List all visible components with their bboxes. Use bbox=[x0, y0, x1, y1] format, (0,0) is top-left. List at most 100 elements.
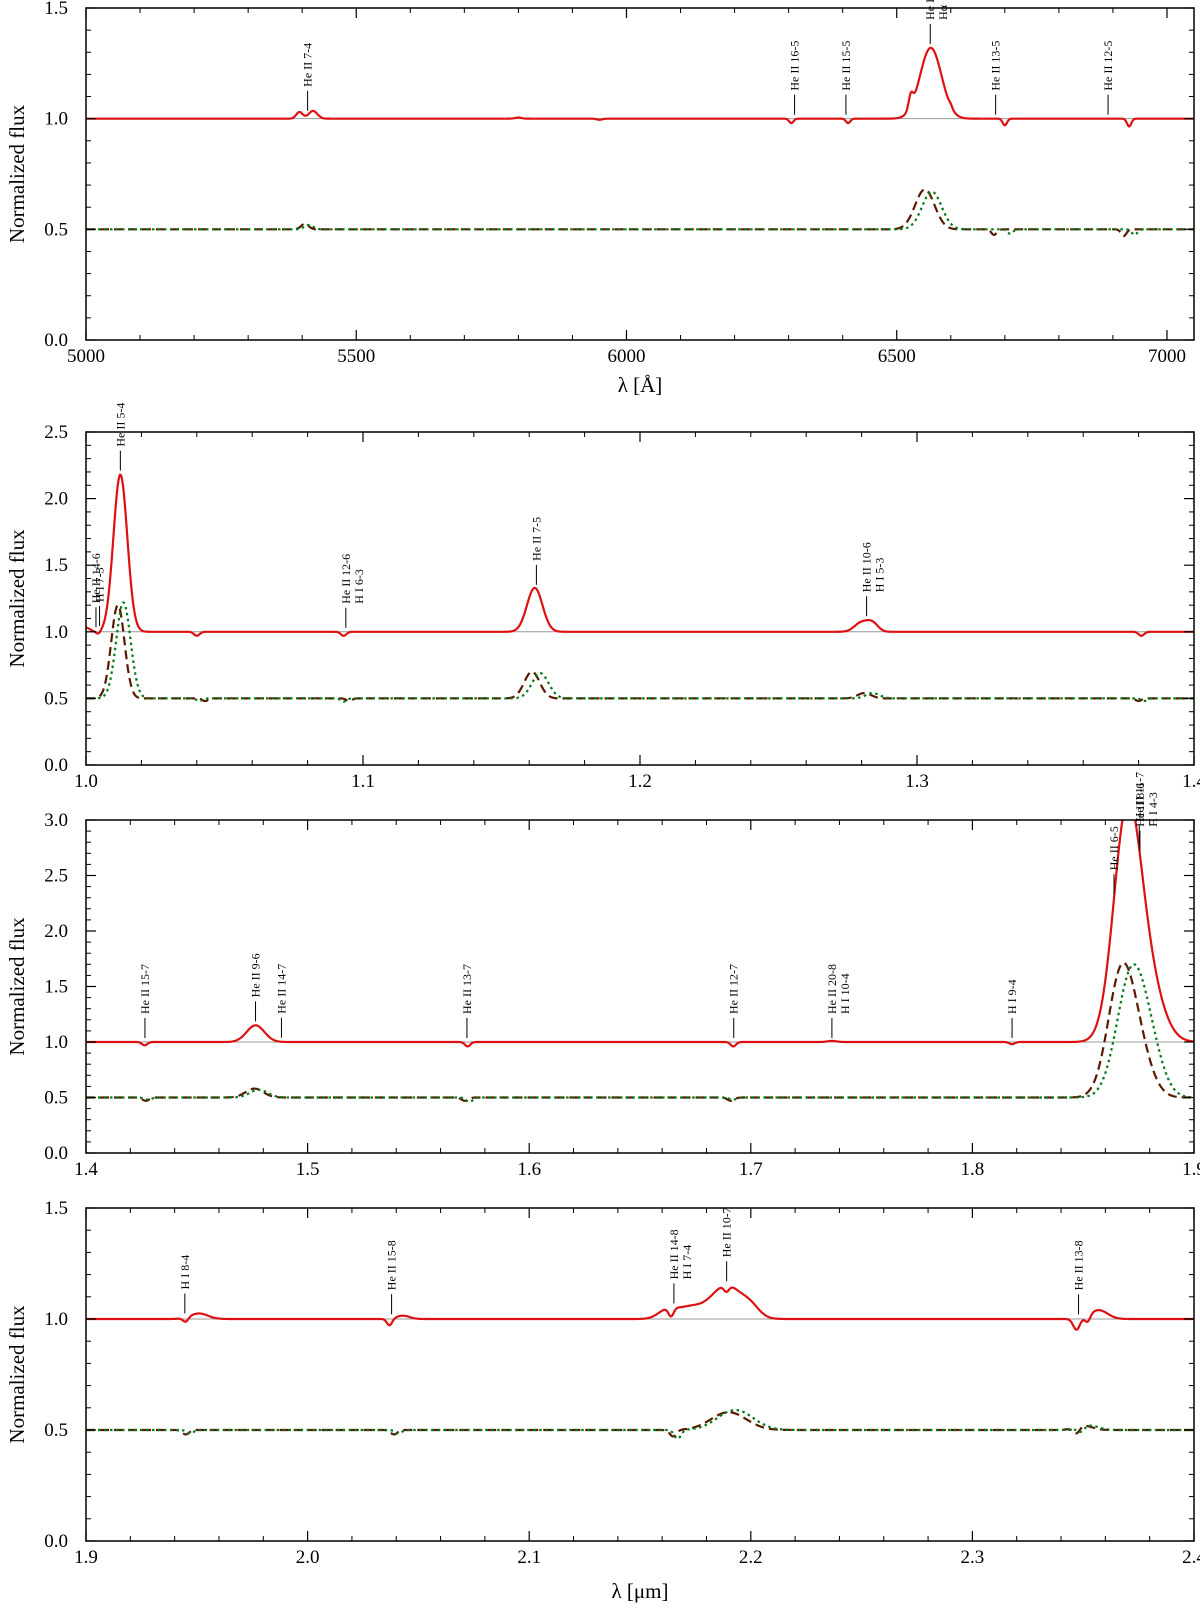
line-label: Hα bbox=[936, 4, 950, 20]
x-tick-label: 1.4 bbox=[1182, 771, 1200, 792]
x-axis-label: λ [Å] bbox=[618, 373, 663, 397]
series-dashed-line bbox=[86, 1411, 1194, 1438]
line-label: H I 7-4 bbox=[680, 1245, 694, 1280]
x-tick-label: 1.7 bbox=[739, 1159, 763, 1180]
x-tick-label: 1.1 bbox=[351, 771, 375, 792]
y-axis-label: Normalized flux bbox=[5, 104, 29, 243]
line-label: He II 12-5 bbox=[1101, 41, 1115, 91]
line-label: He II 15-8 bbox=[385, 1240, 399, 1290]
plot-frame bbox=[85, 7, 1195, 341]
line-label: He II 13-5 bbox=[989, 41, 1003, 91]
line-label: H I 10-4 bbox=[838, 973, 852, 1014]
line-label: He II 16-5 bbox=[788, 41, 802, 91]
panel-near-ir-1: 1.0 1.1 1.2 1.3 1.4 0.0 0.5 1.0 1.5 2.0 2.5 Normali… bbox=[5, 403, 1200, 792]
x-tick-label: 7000 bbox=[1148, 346, 1186, 367]
line-label: He II 14-6 bbox=[89, 553, 103, 603]
y-tick-label: 0.5 bbox=[44, 688, 68, 709]
x-tick-label: 1.6 bbox=[517, 1159, 541, 1180]
plot-frame bbox=[85, 431, 1195, 766]
y-tick-label: 1.0 bbox=[44, 1309, 68, 1330]
line-label: He II 11-7 bbox=[1132, 772, 1146, 822]
series-dotted-line bbox=[86, 1408, 1194, 1440]
y-tick-label: 3.0 bbox=[44, 810, 68, 831]
series-dashed-line bbox=[86, 603, 1194, 703]
series-solid-line bbox=[86, 46, 1194, 128]
series-solid-line bbox=[86, 473, 1194, 637]
y-tick-label: 2.0 bbox=[44, 921, 68, 942]
x-tick-label: 5000 bbox=[67, 346, 105, 367]
series-dashed-line bbox=[86, 188, 1194, 238]
line-label: He II 15-5 bbox=[839, 41, 853, 91]
plot-area bbox=[86, 473, 1194, 703]
x-tick-label: 5500 bbox=[337, 346, 375, 367]
y-axis-label: Normalized flux bbox=[5, 1305, 29, 1444]
line-label: H I 6-3 bbox=[352, 569, 366, 604]
series-solid-line bbox=[86, 1286, 1194, 1331]
y-tick-label: 0.0 bbox=[44, 330, 68, 351]
y-tick-label: 2.5 bbox=[44, 866, 68, 887]
x-tick-label: 1.0 bbox=[74, 771, 98, 792]
y-tick-label: 1.5 bbox=[44, 977, 68, 998]
x-tick-label: 2.2 bbox=[739, 1547, 763, 1568]
y-tick-label: 0.5 bbox=[44, 1088, 68, 1109]
y-tick-label: 2.5 bbox=[44, 422, 68, 443]
y-axis-label: Normalized flux bbox=[5, 917, 29, 1056]
series-dotted-line bbox=[86, 601, 1194, 703]
line-label: H I 7-3 bbox=[93, 567, 107, 602]
x-axis-label: λ [μm] bbox=[611, 1579, 668, 1603]
plot-area bbox=[86, 820, 1194, 1104]
line-label: He II 7-4 bbox=[301, 43, 315, 87]
x-tick-label: 1.5 bbox=[296, 1159, 320, 1180]
series-dotted-line bbox=[86, 963, 1194, 1104]
line-label: He II 6-4 bbox=[923, 0, 937, 20]
line-label: He II 12-7 bbox=[727, 964, 741, 1014]
y-tick-label: 1.0 bbox=[44, 1032, 68, 1053]
y-tick-label: 0.0 bbox=[44, 755, 68, 776]
line-label: He II 15-7 bbox=[138, 964, 152, 1014]
y-tick-label: 2.0 bbox=[44, 489, 68, 510]
x-tick-label: 1.8 bbox=[961, 1159, 985, 1180]
x-tick-label: 1.9 bbox=[1182, 1159, 1200, 1180]
x-tick-label: 6000 bbox=[607, 346, 645, 367]
x-tick-label: 2.1 bbox=[517, 1547, 541, 1568]
x-tick-label: 2.0 bbox=[296, 1547, 320, 1568]
series-solid-line bbox=[86, 820, 1194, 1048]
line-label: He II 7-5 bbox=[529, 517, 543, 561]
y-tick-label: 1.5 bbox=[44, 555, 68, 576]
y-tick-label: 1.5 bbox=[44, 1198, 68, 1219]
line-label: H I 4-3 bbox=[1146, 792, 1160, 827]
line-label: He II 13-7 bbox=[460, 964, 474, 1014]
y-tick-label: 1.0 bbox=[44, 622, 68, 643]
x-tick-label: 2.4 bbox=[1182, 1547, 1200, 1568]
panel-near-ir-3: 1.9 2.0 2.1 2.2 2.3 2.4 0.0 0.5 1.0 1.5 Normalized… bbox=[5, 1198, 1200, 1603]
x-tick-label: 1.9 bbox=[74, 1547, 98, 1568]
x-tick-label: 1.3 bbox=[905, 771, 929, 792]
y-tick-label: 0.0 bbox=[44, 1143, 68, 1164]
line-label: He II 14-7 bbox=[274, 964, 288, 1014]
x-tick-label: 2.3 bbox=[961, 1547, 985, 1568]
y-tick-label: 0.5 bbox=[44, 219, 68, 240]
line-label: H I 8-4 bbox=[178, 1255, 192, 1290]
plot-area bbox=[86, 46, 1194, 238]
line-label: He II 10-7 bbox=[720, 1207, 734, 1257]
x-tick-label: 1.2 bbox=[628, 771, 652, 792]
panel-optical: 5000 5500 6000 6500 7000 0.0 0.5 1.0 1.5 Normaliz… bbox=[5, 0, 1195, 397]
panel-near-ir-2: 1.4 1.5 1.6 1.7 1.8 1.9 0.0 0.5 1.0 1.5 2.0 2.5 3.0 N… bbox=[5, 772, 1200, 1180]
line-label: He II 9-6 bbox=[249, 953, 263, 997]
line-label: He II 14-8 bbox=[667, 1229, 681, 1279]
y-tick-label: 1.5 bbox=[44, 0, 68, 19]
line-label: He II 8-6 bbox=[1133, 783, 1147, 827]
line-label: He II 6-5 bbox=[1107, 826, 1121, 870]
line-label: He II 20-8 bbox=[825, 964, 839, 1014]
line-label: H I 5-3 bbox=[873, 558, 887, 593]
line-label: He II 10-6 bbox=[860, 542, 874, 592]
x-tick-label: 6500 bbox=[878, 346, 916, 367]
line-label: H I 9-4 bbox=[1005, 979, 1019, 1014]
y-tick-label: 0.5 bbox=[44, 1420, 68, 1441]
series-dotted-line bbox=[86, 190, 1194, 237]
plot-area bbox=[86, 1286, 1194, 1440]
plot-frame bbox=[85, 1207, 1195, 1542]
y-tick-label: 1.0 bbox=[44, 109, 68, 130]
y-tick-label: 0.0 bbox=[44, 1531, 68, 1552]
